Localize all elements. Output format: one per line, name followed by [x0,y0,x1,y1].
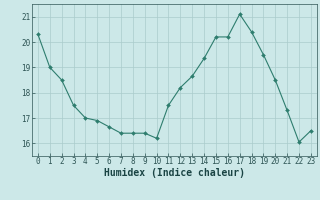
X-axis label: Humidex (Indice chaleur): Humidex (Indice chaleur) [104,168,245,178]
